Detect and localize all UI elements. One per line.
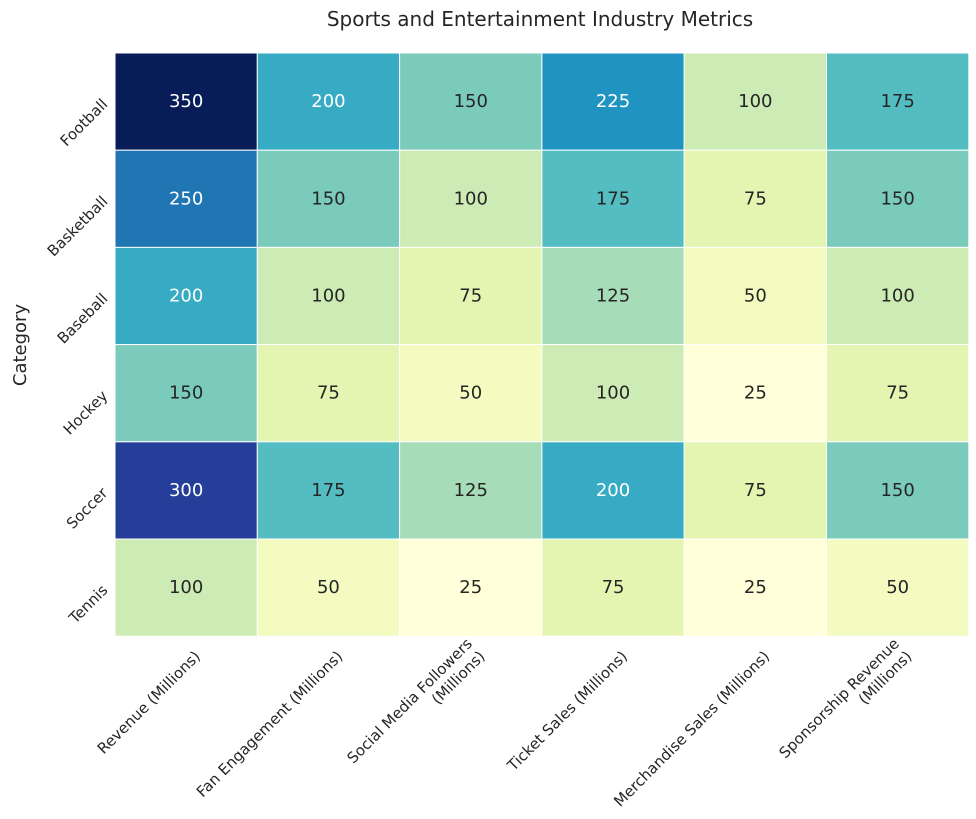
chart-title: Sports and Entertainment Industry Metric… [327,7,753,31]
column-tick-label: Merchandise Sales (Millions) [610,647,773,810]
heatmap-annotations: 350 200 150 225 100 175 250 150 100 175 75 150 200 10… [169,91,915,598]
column-tick-line: Ticket Sales (Millions) [503,647,631,775]
heatmap-cell [826,246,970,346]
cell-value-label: 125 [596,286,630,307]
column-tick-labels: Revenue (Millions)Fan Engagement (Millio… [94,635,916,811]
cell-value-label: 125 [454,480,488,501]
column-tick-label: Sponsorship Revenue(Millions) [776,635,916,775]
row-tick-label: Football [57,95,112,150]
column-tick-label: Fan Engagement (Millions) [193,647,346,800]
cell-value-label: 75 [744,480,767,501]
heatmap-cell [399,344,543,443]
cell-value-label: 50 [744,286,767,307]
heatmap-cell [399,441,543,540]
cell-value-label: 175 [596,188,630,209]
cell-value-label: 200 [596,480,630,501]
cell-value-label: 150 [311,188,345,209]
heatmap-cell [541,149,685,248]
cell-value-label: 25 [459,577,482,598]
heatmap-cells [114,52,970,637]
column-tick-line: Merchandise Sales (Millions) [610,647,773,810]
heatmap-cell [826,441,970,540]
column-tick-line: Sponsorship Revenue [776,635,903,762]
column-tick-line: Social Media Followers [343,635,476,768]
cell-value-label: 150 [169,383,203,404]
cell-value-label: 100 [454,188,488,209]
cell-value-label: 250 [169,188,203,209]
row-tick-label: Baseball [54,290,112,348]
heatmap-cell [541,246,685,346]
heatmap-cell [826,149,970,248]
column-tick-label: Revenue (Millions) [94,647,204,757]
row-tick-label: Soccer [63,483,112,532]
heatmap-cell [114,441,258,540]
column-tick-label: Social Media Followers(Millions) [343,635,488,780]
cell-value-label: 200 [311,91,345,112]
heatmap-cell [256,52,401,151]
heatmap-cell [399,246,543,346]
cell-value-label: 75 [886,383,909,404]
heatmap-cell [114,52,258,151]
heatmap-cell [541,344,685,443]
heatmap-cell [683,52,828,151]
cell-value-label: 150 [880,188,914,209]
cell-value-label: 100 [169,577,203,598]
cell-value-label: 150 [880,480,914,501]
row-tick-label: Tennis [65,581,112,628]
cell-value-label: 175 [880,91,914,112]
heatmap-cell [826,52,970,151]
heatmap-cell [114,538,258,637]
cell-value-label: 75 [744,188,767,209]
heatmap-cell [256,149,401,248]
heatmap-cell [541,441,685,540]
cell-value-label: 200 [169,286,203,307]
cell-value-label: 100 [596,383,630,404]
heatmap-cell [399,52,543,151]
cell-value-label: 50 [317,577,340,598]
cell-value-label: 75 [317,383,340,404]
row-tick-labels: Football Basketball Baseball Hockey Soccer Te… [44,95,112,628]
cell-value-label: 75 [602,577,625,598]
heatmap-cell [683,246,828,346]
column-tick-label: Ticket Sales (Millions) [503,647,631,775]
column-tick-line: Revenue (Millions) [94,647,204,757]
heatmap-cell [114,344,258,443]
cell-value-label: 100 [738,91,772,112]
column-tick-line: Fan Engagement (Millions) [193,647,346,800]
heatmap-cell [541,538,685,637]
cell-value-label: 50 [459,383,482,404]
row-tick-label: Hockey [60,387,112,439]
heatmap-cell [256,246,401,346]
heatmap-cell [683,344,828,443]
cell-value-label: 100 [311,286,345,307]
heatmap-cell [826,538,970,637]
heatmap-cell [826,344,970,443]
cell-value-label: 175 [311,480,345,501]
cell-value-label: 300 [169,480,203,501]
y-axis-label: Category [10,304,31,387]
cell-value-label: 25 [744,577,767,598]
cell-value-label: 225 [596,91,630,112]
heatmap-cell [114,246,258,346]
heatmap-cell [541,52,685,151]
cell-value-label: 75 [459,286,482,307]
cell-value-label: 100 [880,286,914,307]
cell-value-label: 25 [744,383,767,404]
cell-value-label: 150 [454,91,488,112]
cell-value-label: 350 [169,91,203,112]
heatmap-cell [683,538,828,637]
row-tick-label: Basketball [44,192,112,260]
heatmap-cell [256,344,401,443]
heatmap-cell [683,441,828,540]
cell-value-label: 50 [886,577,909,598]
